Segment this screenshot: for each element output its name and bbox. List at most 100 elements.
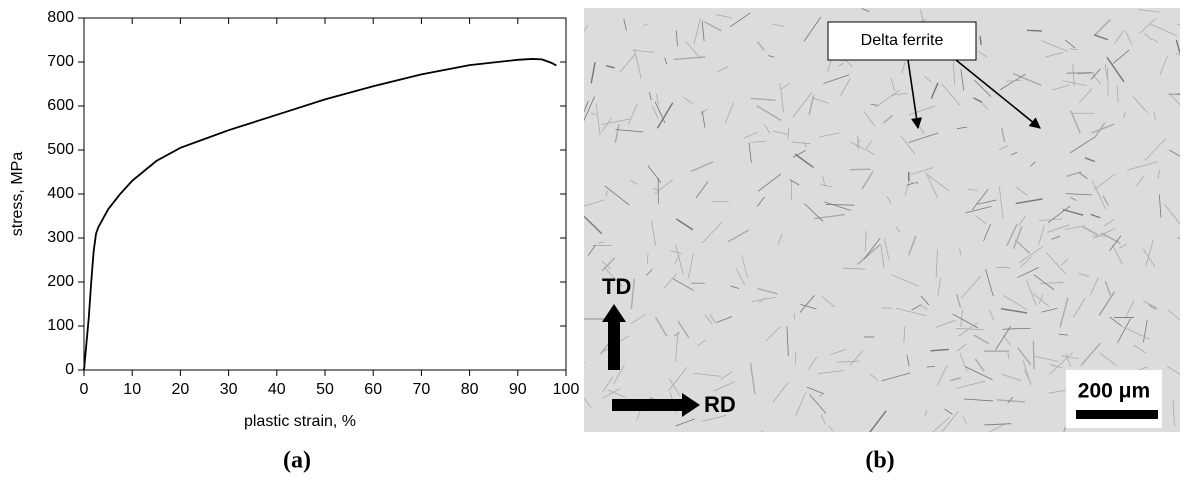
grain-boundary (1123, 326, 1150, 340)
x-tick-label: 10 (123, 381, 141, 398)
grain-boundary (584, 362, 586, 364)
grain-boundary (741, 254, 748, 278)
grain-boundary (690, 161, 714, 173)
grain-boundary (932, 416, 950, 432)
grain-boundary (1001, 374, 1021, 381)
grain-boundary (759, 297, 766, 304)
grain-boundary (765, 326, 781, 342)
grain-boundary (590, 112, 597, 116)
direction-label: RD (704, 392, 736, 417)
grain-boundary (1047, 224, 1070, 233)
grain-boundary (668, 366, 688, 392)
grain-boundary (1030, 161, 1036, 167)
grain-boundary (768, 55, 775, 58)
y-tick-label: 800 (47, 9, 74, 26)
grain-boundary (651, 220, 657, 246)
grain-boundary (886, 196, 892, 204)
grain-boundary (1060, 258, 1069, 266)
grain-boundary (652, 188, 660, 191)
y-tick-label: 0 (65, 361, 74, 378)
grain-boundary (701, 20, 705, 42)
grain-boundary (937, 277, 942, 297)
grain-boundary (602, 388, 621, 399)
grain-boundary (791, 141, 811, 145)
micrograph (584, 8, 1180, 432)
grain-boundary (863, 237, 881, 260)
grain-boundary (743, 131, 759, 139)
grain-boundary (704, 314, 713, 325)
grain-boundary (779, 82, 784, 113)
grain-boundary (941, 411, 959, 432)
grain-boundary (654, 179, 673, 194)
grain-boundary (837, 62, 844, 67)
x-tick-label: 40 (268, 381, 286, 398)
grain-boundary (1138, 9, 1160, 13)
grain-boundary (587, 244, 596, 256)
grain-boundary (882, 114, 894, 124)
grain-boundary (936, 364, 948, 386)
grain-boundary (794, 351, 797, 365)
grain-boundary (817, 370, 845, 375)
grain-boundary (830, 348, 846, 356)
grain-boundary (1023, 368, 1032, 383)
y-tick-label: 400 (47, 185, 74, 202)
grain-boundary (1142, 248, 1156, 268)
grain-boundary (713, 381, 736, 392)
grain-boundary (614, 123, 620, 143)
grain-boundary (1019, 246, 1044, 263)
grain-boundary (1145, 240, 1154, 266)
grain-boundary (1032, 340, 1035, 370)
grain-boundary (1065, 193, 1092, 196)
grain-boundary (1062, 208, 1084, 216)
grain-boundary (607, 389, 626, 398)
grain-boundary (597, 241, 605, 244)
grain-boundary (1143, 300, 1158, 309)
grain-boundary (654, 316, 668, 337)
scale-label: 200 μm (1078, 380, 1150, 403)
grain-boundary (1040, 40, 1069, 52)
grain-boundary (895, 307, 928, 317)
grain-boundary (1099, 352, 1117, 366)
arrow (955, 59, 1041, 129)
grain-boundary (1116, 85, 1119, 103)
grain-boundary (646, 253, 649, 265)
grain-boundary (1003, 295, 1028, 311)
grain-boundary (979, 36, 982, 45)
grain-boundary (648, 92, 652, 101)
grain-boundary (856, 243, 881, 265)
grain-boundary (980, 101, 988, 110)
grain-boundary (956, 126, 968, 130)
caption: (b) (865, 448, 894, 474)
annotation: Delta ferrite (861, 32, 944, 49)
grain-boundary (729, 12, 751, 28)
grain-boundary (1039, 282, 1064, 284)
grain-boundary (777, 233, 783, 245)
grain-boundary (1017, 347, 1032, 366)
grain-boundary (959, 352, 968, 372)
grain-boundary (605, 64, 615, 69)
grain-boundary (861, 171, 874, 190)
grain-boundary (850, 141, 876, 155)
x-tick-label: 60 (364, 381, 382, 398)
grain-boundary (675, 30, 678, 47)
grain-boundary (818, 392, 825, 398)
grain-boundary (1045, 51, 1064, 58)
grain-boundary (735, 267, 746, 286)
grain-boundary (891, 274, 919, 287)
grain-boundary (1051, 235, 1061, 240)
grain-boundary (1093, 18, 1112, 37)
y-tick-label: 500 (47, 141, 74, 158)
grain-boundary (1133, 344, 1146, 354)
grain-boundary (974, 358, 985, 372)
grain-boundary (751, 140, 766, 143)
grain-boundary (941, 83, 961, 106)
grain-boundary (1091, 180, 1107, 210)
grain-boundary (683, 96, 693, 105)
y-tick-label: 700 (47, 53, 74, 70)
x-tick-label: 80 (461, 381, 479, 398)
grain-boundary (685, 40, 701, 59)
grain-boundary (908, 235, 917, 256)
grain-boundary (795, 392, 807, 416)
grain-boundary (973, 97, 983, 103)
grain-boundary (1015, 186, 1028, 196)
